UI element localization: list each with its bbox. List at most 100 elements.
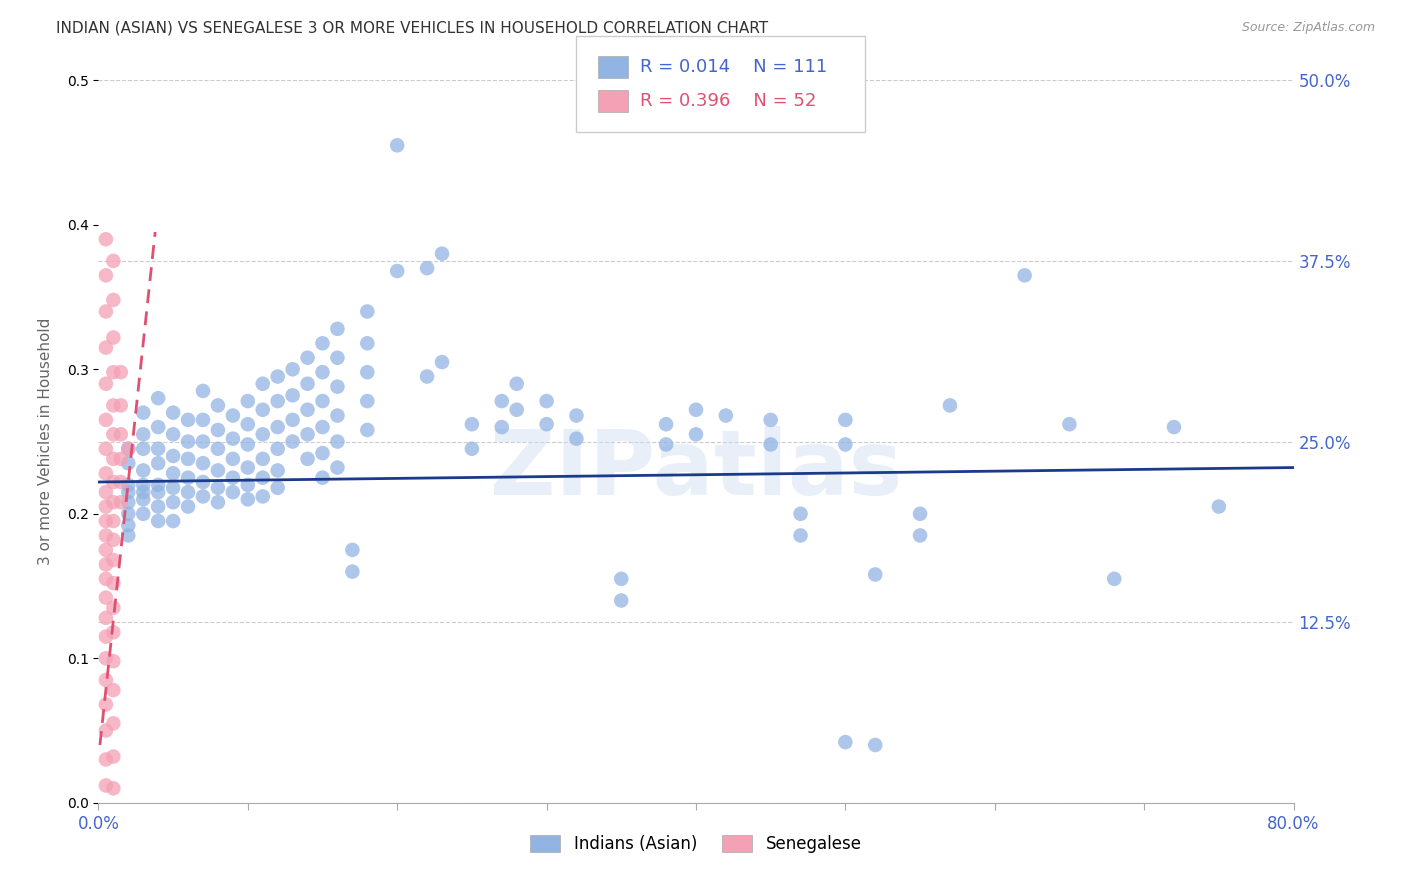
Point: [162, 514, 184, 528]
Point: [236, 460, 259, 475]
Point: [311, 365, 333, 379]
Point: [267, 481, 290, 495]
Text: R = 0.014    N = 111: R = 0.014 N = 111: [640, 58, 827, 76]
Point: [94, 413, 117, 427]
Point: [162, 406, 184, 420]
Point: [94, 500, 117, 514]
Point: [714, 409, 737, 423]
Point: [132, 406, 155, 420]
Point: [939, 398, 962, 412]
Point: [103, 600, 125, 615]
Point: [117, 478, 139, 492]
Point: [191, 475, 214, 489]
Point: [491, 420, 513, 434]
Point: [1014, 268, 1036, 283]
Point: [222, 485, 245, 500]
Point: [416, 369, 439, 384]
Point: [236, 492, 259, 507]
Point: [94, 779, 117, 793]
Point: [103, 330, 125, 344]
Point: [416, 261, 439, 276]
Point: [94, 673, 117, 687]
Point: [191, 384, 214, 398]
Point: [297, 427, 319, 442]
Point: [267, 394, 290, 409]
Point: [252, 470, 274, 484]
Point: [103, 716, 125, 731]
Point: [162, 481, 184, 495]
Point: [110, 427, 132, 442]
Point: [162, 495, 184, 509]
Point: [236, 478, 259, 492]
Point: [491, 394, 513, 409]
Point: [94, 304, 117, 318]
Point: [177, 470, 200, 484]
Point: [385, 138, 409, 153]
Point: [117, 518, 139, 533]
Point: [356, 423, 378, 437]
Point: [94, 558, 117, 572]
Point: [655, 417, 678, 432]
Point: [834, 735, 856, 749]
Point: [148, 500, 170, 514]
Point: [103, 365, 125, 379]
Point: [191, 456, 214, 470]
Point: [103, 683, 125, 698]
Point: [342, 565, 364, 579]
Point: [103, 533, 125, 547]
Point: [685, 402, 707, 417]
Point: [236, 437, 259, 451]
Point: [311, 446, 333, 460]
Point: [110, 365, 132, 379]
Point: [207, 481, 229, 495]
Point: [148, 514, 170, 528]
Point: [207, 495, 229, 509]
Point: [789, 528, 811, 542]
Point: [148, 456, 170, 470]
Point: [103, 293, 125, 307]
Point: [865, 567, 887, 582]
Point: [506, 402, 529, 417]
Point: [1208, 500, 1230, 514]
Point: [267, 420, 290, 434]
Point: [103, 451, 125, 466]
Point: [103, 625, 125, 640]
Point: [132, 427, 155, 442]
Point: [865, 738, 887, 752]
Point: [311, 394, 333, 409]
Point: [103, 398, 125, 412]
Point: [1059, 417, 1081, 432]
Point: [110, 398, 132, 412]
Point: [685, 427, 707, 442]
Point: [461, 442, 484, 456]
Point: [356, 336, 378, 351]
Point: [207, 463, 229, 477]
Point: [94, 442, 117, 456]
Point: [461, 417, 484, 432]
Point: [191, 434, 214, 449]
Point: [297, 451, 319, 466]
Point: [94, 651, 117, 665]
Point: [655, 437, 678, 451]
Point: [759, 437, 782, 451]
Point: [207, 398, 229, 412]
Point: [162, 449, 184, 463]
Point: [908, 507, 931, 521]
Point: [103, 781, 125, 796]
Point: [132, 485, 155, 500]
Point: [281, 434, 304, 449]
Point: [207, 423, 229, 437]
Point: [103, 514, 125, 528]
Point: [236, 394, 259, 409]
Point: [117, 507, 139, 521]
Point: [385, 264, 409, 278]
Point: [132, 442, 155, 456]
Point: [834, 437, 856, 451]
Point: [148, 478, 170, 492]
Point: [94, 341, 117, 355]
Point: [117, 442, 139, 456]
Point: [117, 456, 139, 470]
Point: [252, 427, 274, 442]
Text: R = 0.396    N = 52: R = 0.396 N = 52: [640, 92, 815, 110]
Point: [297, 402, 319, 417]
